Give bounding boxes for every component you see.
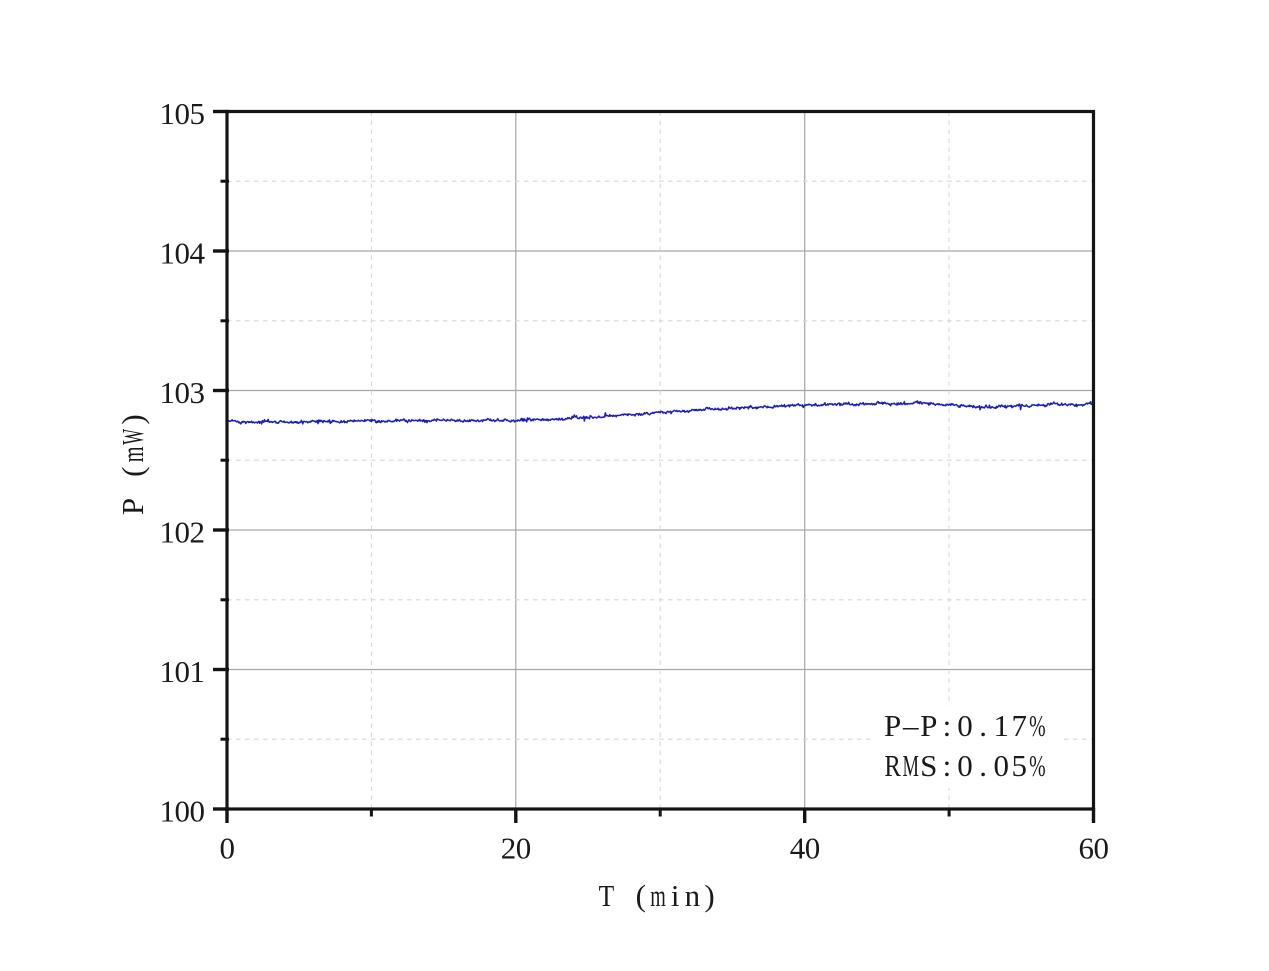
svg-text:P(mW): P(mW) (115, 414, 150, 515)
svg-text:RMS:0.05%: RMS:0. 05% (884, 748, 1045, 783)
svg-text:102: 102 (160, 514, 205, 549)
svg-text:104: 104 (160, 235, 206, 270)
svg-text:101: 101 (160, 654, 205, 689)
svg-text:105: 105 (160, 96, 205, 131)
svg-text:0: 0 (220, 831, 235, 866)
svg-text:P–P:0.17%: P–P:0. 17% (884, 708, 1046, 743)
svg-text:20: 20 (501, 831, 531, 866)
svg-text:60: 60 (1079, 831, 1109, 866)
svg-text:103: 103 (160, 375, 205, 410)
svg-text:40: 40 (790, 831, 820, 866)
svg-text:T(min): T(m i n) (599, 878, 715, 913)
svg-text:100: 100 (160, 793, 205, 828)
